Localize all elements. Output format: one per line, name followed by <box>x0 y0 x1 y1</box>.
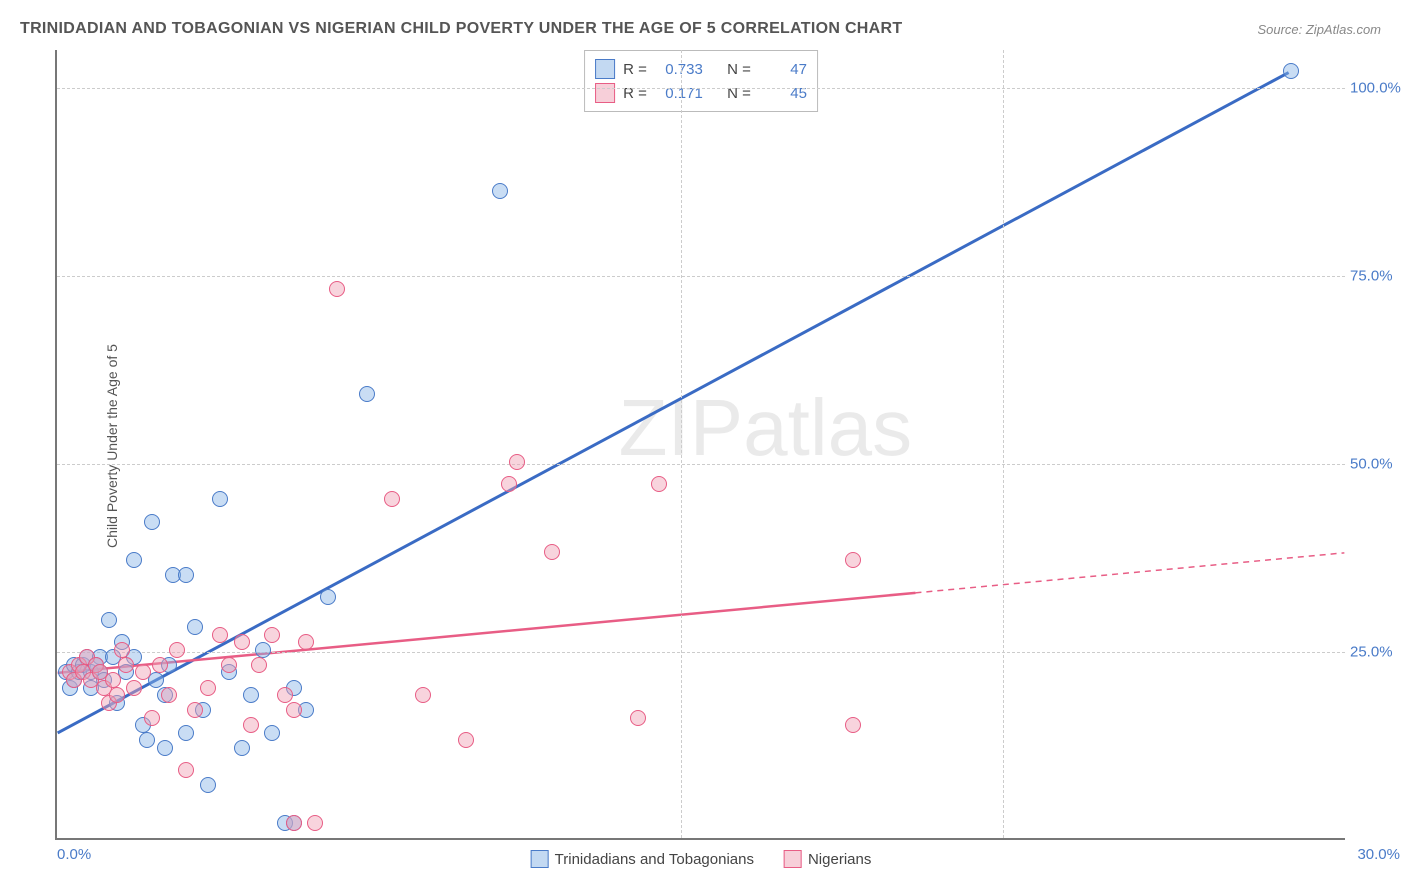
scatter-point <box>212 491 228 507</box>
r-value-1: 0.733 <box>655 61 703 78</box>
scatter-point <box>1283 63 1299 79</box>
scatter-point <box>492 183 508 199</box>
legend-row-series-1: R = 0.733 N = 47 <box>595 57 807 81</box>
scatter-point <box>359 386 375 402</box>
scatter-point <box>126 552 142 568</box>
scatter-point <box>251 657 267 673</box>
scatter-point <box>384 491 400 507</box>
scatter-point <box>101 612 117 628</box>
legend-item-2: Nigerians <box>784 850 871 868</box>
scatter-point <box>845 552 861 568</box>
scatter-point <box>651 476 667 492</box>
gridline-horizontal <box>57 464 1345 465</box>
scatter-point <box>212 627 228 643</box>
scatter-point <box>169 642 185 658</box>
n-label: N = <box>727 61 751 78</box>
gridline-horizontal <box>57 88 1345 89</box>
scatter-point <box>255 642 271 658</box>
scatter-point <box>178 567 194 583</box>
correlation-legend: R = 0.733 N = 47 R = 0.171 N = 45 <box>584 50 818 112</box>
scatter-point <box>298 634 314 650</box>
legend-swatch-blue <box>531 850 549 868</box>
chart-title: TRINIDADIAN AND TOBAGONIAN VS NIGERIAN C… <box>20 20 902 38</box>
scatter-point <box>415 687 431 703</box>
y-tick-label: 75.0% <box>1350 267 1405 284</box>
scatter-point <box>118 657 134 673</box>
legend-item-1: Trinidadians and Tobagonians <box>531 850 754 868</box>
scatter-point <box>544 544 560 560</box>
scatter-point <box>109 687 125 703</box>
scatter-point <box>126 680 142 696</box>
scatter-point <box>264 725 280 741</box>
y-tick-label: 100.0% <box>1350 79 1405 96</box>
scatter-point <box>157 740 173 756</box>
scatter-point <box>501 476 517 492</box>
scatter-point <box>144 710 160 726</box>
scatter-point <box>200 777 216 793</box>
legend-label-1: Trinidadians and Tobagonians <box>555 851 754 868</box>
scatter-point <box>187 619 203 635</box>
plot-area: ZIPatlas R = 0.733 N = 47 R = 0.171 N = … <box>55 50 1345 840</box>
scatter-point <box>243 687 259 703</box>
scatter-point <box>307 815 323 831</box>
scatter-point <box>135 664 151 680</box>
scatter-point <box>221 657 237 673</box>
y-tick-label: 25.0% <box>1350 643 1405 660</box>
scatter-point <box>264 627 280 643</box>
legend-swatch-pink <box>784 850 802 868</box>
legend-label-2: Nigerians <box>808 851 871 868</box>
scatter-point <box>144 514 160 530</box>
n-value-1: 47 <box>759 61 807 78</box>
r-label: R = <box>623 61 647 78</box>
source-attribution: Source: ZipAtlas.com <box>1257 22 1381 37</box>
gridline-horizontal <box>57 276 1345 277</box>
scatter-point <box>458 732 474 748</box>
scatter-point <box>105 672 121 688</box>
series-legend: Trinidadians and Tobagonians Nigerians <box>531 850 872 868</box>
scatter-point <box>178 725 194 741</box>
chart-container: TRINIDADIAN AND TOBAGONIAN VS NIGERIAN C… <box>0 0 1406 892</box>
gridline-vertical <box>1003 50 1004 838</box>
scatter-point <box>509 454 525 470</box>
scatter-point <box>139 732 155 748</box>
scatter-point <box>234 634 250 650</box>
scatter-point <box>200 680 216 696</box>
scatter-point <box>234 740 250 756</box>
watermark: ZIPatlas <box>619 382 912 474</box>
scatter-point <box>286 815 302 831</box>
scatter-point <box>114 642 130 658</box>
scatter-point <box>178 762 194 778</box>
gridline-horizontal <box>57 652 1345 653</box>
legend-swatch-blue <box>595 59 615 79</box>
scatter-point <box>320 589 336 605</box>
scatter-point <box>630 710 646 726</box>
scatter-point <box>243 717 259 733</box>
x-tick-max: 30.0% <box>1357 846 1400 863</box>
scatter-point <box>277 687 293 703</box>
legend-row-series-2: R = 0.171 N = 45 <box>595 81 807 105</box>
gridline-vertical <box>681 50 682 838</box>
x-tick-min: 0.0% <box>57 846 91 863</box>
legend-swatch-pink <box>595 83 615 103</box>
y-tick-label: 50.0% <box>1350 455 1405 472</box>
scatter-point <box>845 717 861 733</box>
scatter-point <box>329 281 345 297</box>
scatter-point <box>286 702 302 718</box>
scatter-point <box>152 657 168 673</box>
scatter-point <box>187 702 203 718</box>
scatter-point <box>161 687 177 703</box>
